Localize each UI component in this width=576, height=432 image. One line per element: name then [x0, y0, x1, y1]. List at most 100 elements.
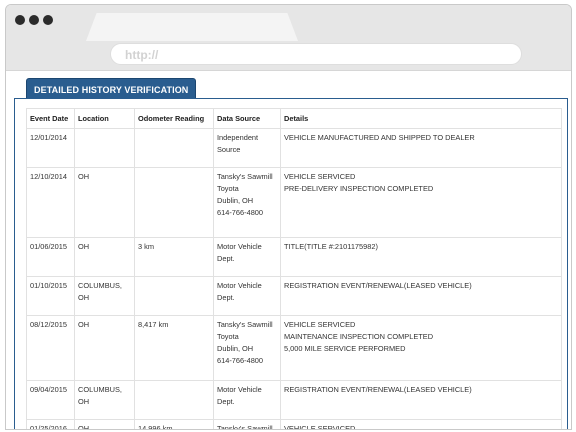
odometer-cell — [134, 380, 214, 420]
table-row: 12/01/2014 Independent Source VEHICLE MANUF… — [26, 128, 562, 168]
data-source-cell: Motor Vehicle Dept. — [213, 276, 281, 316]
data-source-text: Source — [217, 145, 241, 154]
event-date-cell: 01/25/2016 — [26, 419, 75, 430]
details-text: VEHICLE SERVICED — [284, 320, 356, 329]
event-date-cell: 08/12/2015 — [26, 315, 75, 381]
table-header-row: Event Date Location Odometer Reading Dat… — [26, 108, 562, 129]
data-source-cell: Motor Vehicle Dept. — [213, 380, 281, 420]
column-header-data-source: Data Source — [213, 108, 281, 129]
event-date-cell: 01/10/2015 — [26, 276, 75, 316]
odometer-cell: 3 km — [134, 237, 214, 277]
data-source-text: 614-766-4800 — [217, 356, 264, 365]
details-text: REGISTRATION EVENT/RENEWAL(LEASED VEHICL… — [284, 385, 472, 394]
event-date-text: 08/12/2015 — [30, 320, 67, 329]
table-row: 12/10/2014 OH Tansky's Sawmill Toyota Dublin… — [26, 167, 562, 238]
location-cell: COLUMBUS, OH — [74, 276, 135, 316]
data-source-text: Motor Vehicle — [217, 281, 262, 290]
event-date-cell: 12/01/2014 — [26, 128, 75, 168]
data-source-text: Dept. — [217, 293, 235, 302]
event-date-text: 01/06/2015 — [30, 242, 67, 251]
event-date-cell: 12/10/2014 — [26, 167, 75, 238]
browser-chrome: http:// — [6, 5, 571, 71]
event-date-cell: 01/06/2015 — [26, 237, 75, 277]
browser-window: http:// DETAILED HISTORY VERIFICATION Ev… — [5, 4, 572, 430]
location-cell: OH — [74, 315, 135, 381]
details-text: PRE-DELIVERY INSPECTION COMPLETED — [284, 184, 434, 193]
window-maximize-icon[interactable] — [43, 15, 53, 25]
details-cell: VEHICLE SERVICED PRE-DELIVERY INSPECTION … — [280, 167, 562, 238]
location-text: OH — [78, 397, 90, 406]
location-text: COLUMBUS, — [78, 385, 122, 394]
event-date-text: 01/25/2016 — [30, 424, 67, 430]
location-cell: COLUMBUS, OH — [74, 380, 135, 420]
odometer-cell: 14,996 km — [134, 419, 214, 430]
data-source-cell: Tansky's Sawmill Toyota Dublin, OH 614-766-… — [213, 315, 281, 381]
details-text: MAINTENANCE INSPECTION COMPLETED — [284, 332, 434, 341]
section-tab-history[interactable]: DETAILED HISTORY VERIFICATION — [26, 78, 197, 100]
odometer-text: 14,996 km — [138, 424, 173, 430]
column-header-event-date: Event Date — [26, 108, 75, 129]
data-source-text: Dublin, OH — [217, 196, 254, 205]
table-row: 08/12/2015 OH 8,417 km Tansky's Sawmill Toyo… — [26, 315, 562, 381]
data-source-text: Toyota — [217, 184, 239, 193]
details-text: VEHICLE MANUFACTURED AND SHIPPED TO DEAL… — [284, 133, 475, 142]
event-date-text: 01/10/2015 — [30, 281, 67, 290]
browser-tab[interactable] — [86, 13, 298, 41]
location-text: OH — [78, 424, 90, 430]
column-header-details: Details — [280, 108, 562, 129]
details-cell: VEHICLE SERVICED MAINTENANCE INSPECTION C… — [280, 315, 562, 381]
data-source-cell: Tansky's Sawmill Toyota Dublin, OH 614-766-… — [213, 167, 281, 238]
odometer-cell — [134, 276, 214, 316]
odometer-text: 8,417 km — [138, 320, 169, 329]
column-header-odometer: Odometer Reading — [134, 108, 214, 129]
details-text: VEHICLE SERVICED — [284, 424, 356, 430]
event-date-text: 12/10/2014 — [30, 172, 67, 181]
page-content: DETAILED HISTORY VERIFICATION Event Date… — [6, 71, 571, 430]
table-row: 01/25/2016 OH 14,996 km Tansky's Sawmill VEH… — [26, 419, 562, 430]
column-header-location: Location — [74, 108, 135, 129]
data-source-text: Motor Vehicle — [217, 385, 262, 394]
location-text: OH — [78, 242, 90, 251]
odometer-cell — [134, 167, 214, 238]
window-close-icon[interactable] — [15, 15, 25, 25]
location-cell: OH — [74, 167, 135, 238]
event-date-cell: 09/04/2015 — [26, 380, 75, 420]
odometer-cell: 8,417 km — [134, 315, 214, 381]
location-text: COLUMBUS, — [78, 281, 122, 290]
address-bar[interactable]: http:// — [110, 43, 522, 65]
details-cell: VEHICLE SERVICED — [280, 419, 562, 430]
event-date-text: 12/01/2014 — [30, 133, 67, 142]
event-date-text: 09/04/2015 — [30, 385, 67, 394]
window-minimize-icon[interactable] — [29, 15, 39, 25]
data-source-text: Tansky's Sawmill — [217, 172, 273, 181]
location-text: OH — [78, 320, 90, 329]
data-source-text: Motor Vehicle — [217, 242, 262, 251]
details-cell: TITLE(TITLE #:2101175982) — [280, 237, 562, 277]
odometer-text: 3 km — [138, 242, 155, 251]
data-source-cell: Tansky's Sawmill — [213, 419, 281, 430]
odometer-cell — [134, 128, 214, 168]
data-source-text: Toyota — [217, 332, 239, 341]
data-source-text: 614-766-4800 — [217, 208, 264, 217]
location-cell: OH — [74, 237, 135, 277]
details-cell: REGISTRATION EVENT/RENEWAL(LEASED VEHICL… — [280, 380, 562, 420]
location-text: OH — [78, 293, 90, 302]
data-source-text: Dept. — [217, 397, 235, 406]
details-cell: VEHICLE MANUFACTURED AND SHIPPED TO DEAL… — [280, 128, 562, 168]
data-source-text: Tansky's Sawmill — [217, 320, 273, 329]
details-cell: REGISTRATION EVENT/RENEWAL(LEASED VEHICL… — [280, 276, 562, 316]
data-source-text: Dublin, OH — [217, 344, 254, 353]
location-cell: OH — [74, 419, 135, 430]
details-text: REGISTRATION EVENT/RENEWAL(LEASED VEHICL… — [284, 281, 472, 290]
details-text: VEHICLE SERVICED — [284, 172, 356, 181]
data-source-cell: Independent Source — [213, 128, 281, 168]
details-text: 5,000 MILE SERVICE PERFORMED — [284, 344, 406, 353]
data-source-text: Dept. — [217, 254, 235, 263]
history-panel: Event Date Location Odometer Reading Dat… — [14, 98, 568, 430]
table-row: 01/06/2015 OH 3 km Motor Vehicle Dept. TITLE(… — [26, 237, 562, 277]
details-text: TITLE(TITLE #:2101175982) — [284, 242, 378, 251]
history-table: Event Date Location Odometer Reading Dat… — [26, 108, 562, 430]
location-text: OH — [78, 172, 90, 181]
data-source-text: Tansky's Sawmill — [217, 424, 273, 430]
table-row: 09/04/2015 COLUMBUS, OH Motor Vehicle Dept. R… — [26, 380, 562, 420]
